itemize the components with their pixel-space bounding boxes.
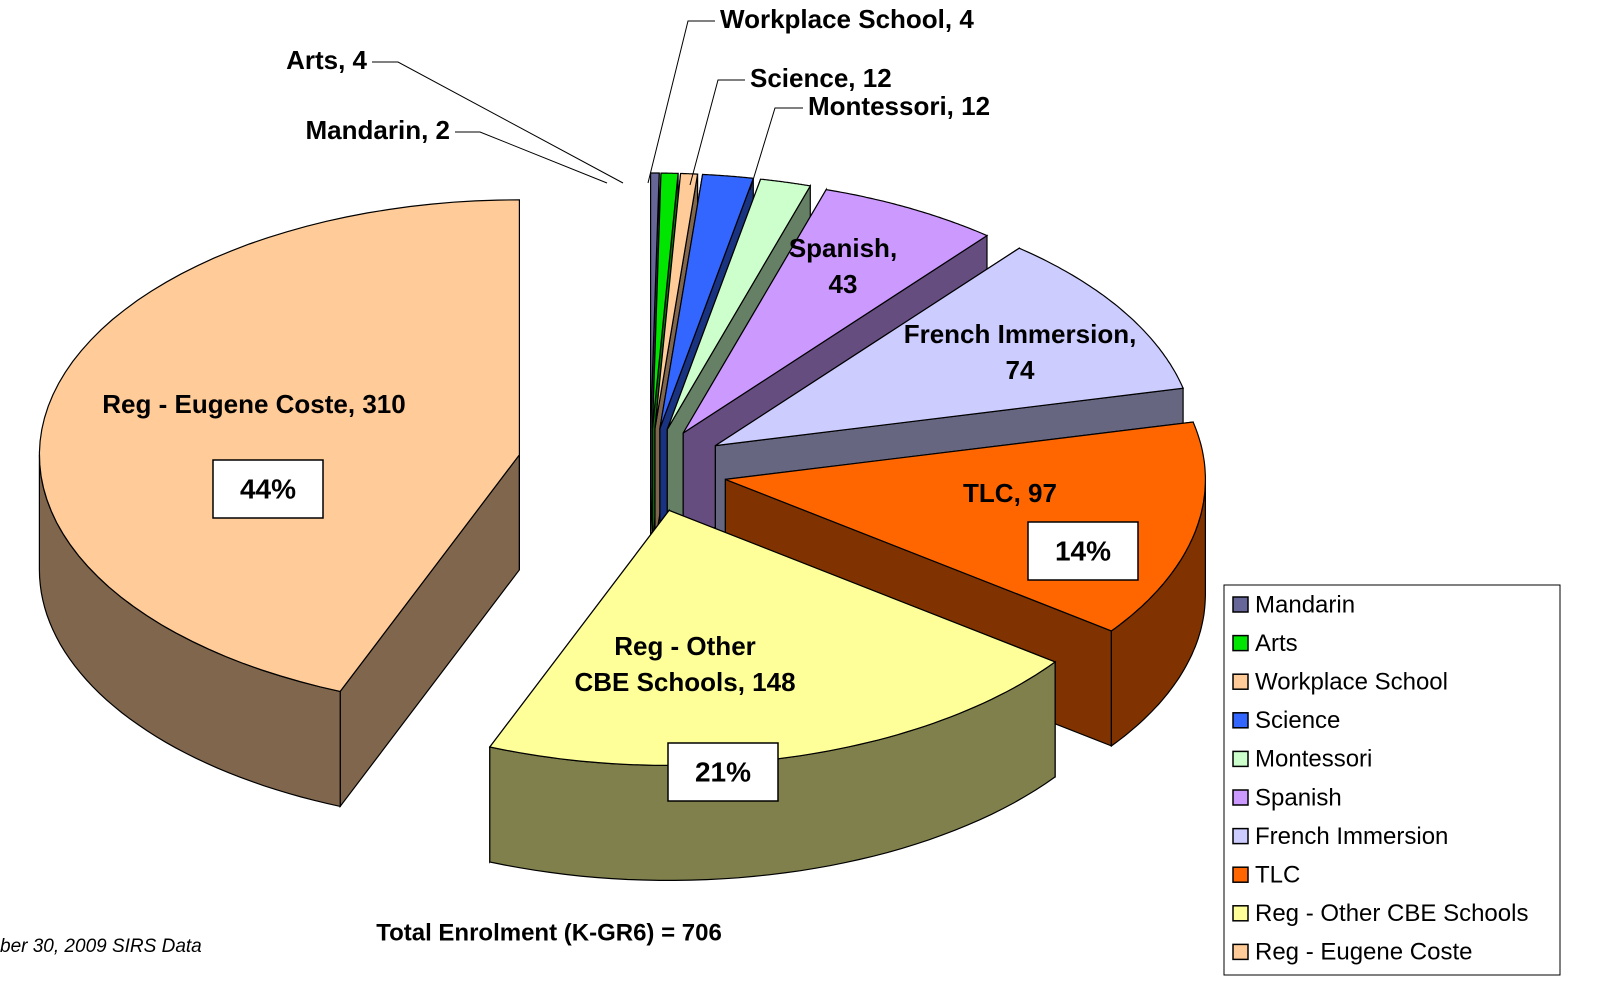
leader-line [372,61,624,184]
data-label-line: Spanish, [789,233,897,263]
percent-box [667,742,779,802]
percent-label: 44% [240,473,296,504]
data-label: Reg - Eugene Coste, 310 [102,389,405,419]
data-label: Reg - Other CBE Schools, 148 [574,631,795,697]
data-label: Workplace School, 4 [720,4,974,34]
slice [715,247,1184,447]
data-label: French Immersion, 74 [904,319,1137,385]
slice [654,172,699,429]
leader-line [749,107,803,191]
data-label-line: 43 [829,269,858,299]
data-label: TLC, 97 [963,478,1057,508]
data-label-line: Reg - Other [614,631,756,661]
legend-label: French Immersion [1255,823,1448,850]
legend-swatch [1232,673,1249,690]
legend-box [1223,584,1561,976]
percent-label: 14% [1055,535,1111,566]
slice [682,188,989,434]
data-label-line: French Immersion, [904,319,1137,349]
slice [649,172,660,429]
legend-swatch [1232,905,1249,922]
legend-label: Arts [1255,630,1298,657]
legend-label: TLC [1255,862,1300,889]
percent-box [1027,521,1139,581]
leader-line [689,79,745,186]
data-label: Montessori, 12 [808,91,990,121]
data-label: Mandarin, 2 [306,115,450,145]
legend-label: Mandarin [1255,591,1355,618]
data-label-line: 74 [1006,355,1035,385]
slice [651,172,679,429]
slice [38,199,521,693]
subtitle: Total Enrolment (K-GR6) = 706 [376,919,722,946]
legend-label: Reg - Eugene Coste [1255,939,1472,966]
leader-line [455,131,608,184]
legend-label: Reg - Other CBE Schools [1255,900,1528,927]
legend-label: Spanish [1255,784,1342,811]
leader-line [647,20,715,184]
legend-swatch [1232,634,1249,652]
data-label: Science, 12 [750,63,892,93]
legend-label: Workplace School [1255,669,1448,696]
slice [38,199,521,809]
legend-swatch [1232,750,1249,768]
slice [488,509,1057,767]
legend-swatch [1232,943,1249,961]
legend-swatch [1232,596,1249,613]
legend-swatch [1232,789,1249,806]
legend-label: Science [1255,707,1340,734]
data-label: Arts, 4 [286,45,367,75]
legend-swatch [1232,712,1249,729]
percent-box [212,459,324,519]
source-note: ber 30, 2009 SIRS Data [0,936,202,957]
legend-swatch [1232,827,1249,845]
legend-swatch [1232,866,1249,883]
legend-label: Montessori [1255,746,1372,773]
percent-label: 21% [695,756,751,787]
slice [659,173,755,429]
data-label-line: CBE Schools, 148 [574,667,795,697]
slice [666,178,812,430]
data-label: Spanish, 43 [789,233,897,299]
